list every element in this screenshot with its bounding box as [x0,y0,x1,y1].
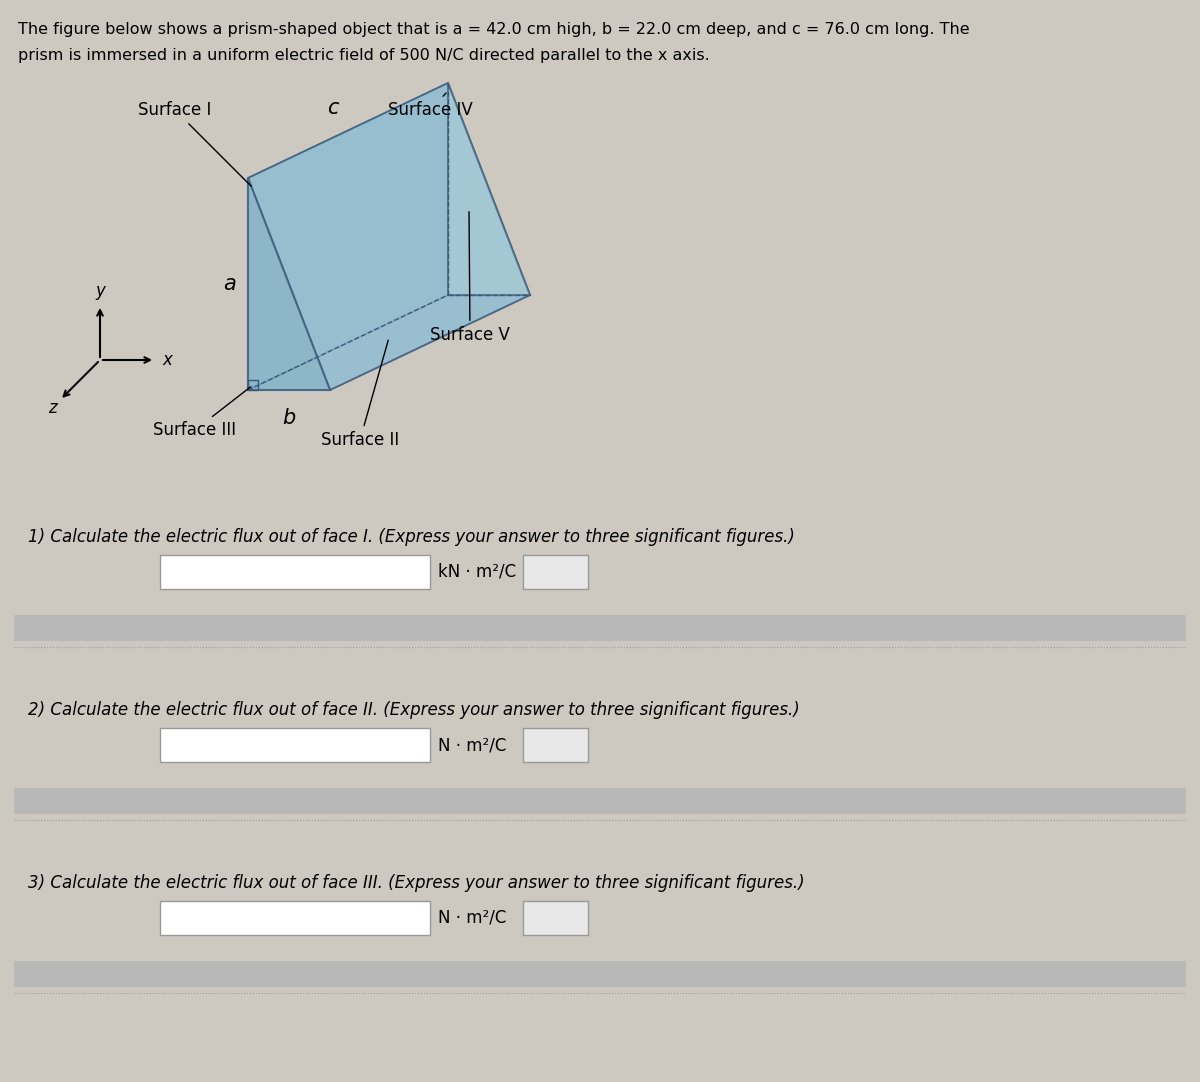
Polygon shape [248,179,330,390]
Text: b: b [282,408,295,428]
Text: N · m²/C: N · m²/C [438,909,506,927]
Text: The figure below shows a prism-shaped object that is a = 42.0 cm high, b = 22.0 : The figure below shows a prism-shaped ob… [18,22,970,37]
Polygon shape [248,83,448,390]
Text: y: y [95,282,104,300]
Text: Submit: Submit [528,910,583,925]
Text: Surface II: Surface II [320,340,400,449]
Bar [160,901,430,935]
Polygon shape [448,83,530,295]
Bar [523,728,588,762]
Text: Surface IV: Surface IV [388,93,473,119]
Polygon shape [248,83,530,390]
Text: kN · m²/C: kN · m²/C [438,563,516,581]
Text: z: z [48,399,56,417]
Bar [14,788,1186,814]
Text: Submit: Submit [528,565,583,580]
Bar [14,615,1186,641]
Text: c: c [328,98,338,119]
Text: Surface V: Surface V [430,212,510,344]
Text: +: + [1169,964,1186,984]
Bar [523,555,588,589]
Bar [14,961,1186,987]
Text: prism is immersed in a uniform electric field of 500 N/C directed parallel to th: prism is immersed in a uniform electric … [18,48,709,63]
Text: Surface III: Surface III [154,386,251,439]
Text: +: + [1169,619,1186,637]
Text: 3) Calculate the electric flux out of face III. (Express your answer to three si: 3) Calculate the electric flux out of fa… [28,874,805,892]
Bar [523,901,588,935]
Bar [160,555,430,589]
Text: +: + [1169,792,1186,810]
Text: 2) Calculate the electric flux out of face II. (Express your answer to three sig: 2) Calculate the electric flux out of fa… [28,701,799,720]
Text: a: a [223,274,236,294]
Text: N · m²/C: N · m²/C [438,736,506,754]
Text: 1) Calculate the electric flux out of face I. (Express your answer to three sign: 1) Calculate the electric flux out of fa… [28,528,794,546]
Polygon shape [248,295,530,390]
Text: Surface I: Surface I [138,101,251,186]
Text: x: x [162,351,172,369]
Bar [160,728,430,762]
Text: Submit: Submit [528,738,583,752]
